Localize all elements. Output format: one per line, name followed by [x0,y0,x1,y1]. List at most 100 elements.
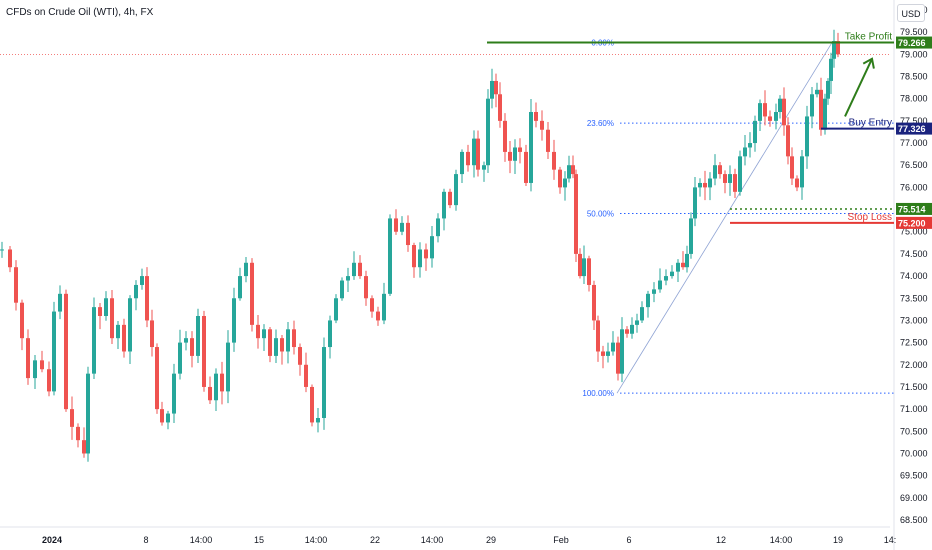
candle-body [571,165,575,175]
candle-body [611,342,615,352]
candle-body [810,94,814,117]
candle-body [616,342,620,374]
candle-body [155,347,159,410]
price-tag [896,122,932,135]
candle-body [625,329,629,334]
candle-body [552,151,556,170]
candle-body [166,413,170,423]
fib-anchor-line [616,42,833,394]
candle-body [98,307,102,316]
candle-body [689,218,693,254]
candle-body [196,316,200,356]
candle-body [286,329,290,352]
y-tick-label: 78.500 [900,72,928,82]
x-tick-label: 29 [486,535,496,545]
candle-body [208,386,212,401]
candle-body [592,284,596,321]
candle-body [436,218,440,237]
candle-body [14,267,18,303]
price-tag [896,216,932,229]
candle-body [376,311,380,321]
currency-button[interactable]: USD [897,4,925,22]
candle-body [693,187,697,219]
candle-body [394,218,398,232]
candle-body [178,342,182,374]
candle-body [786,125,790,157]
candle-body [635,320,639,325]
y-tick-label: 79.000 [900,49,928,59]
candle-body [382,293,386,321]
candle-body [370,298,374,312]
candle-body [316,418,320,423]
candle-body [494,80,498,95]
candle-body [546,129,550,152]
candle-body [33,360,37,379]
candle-body [400,222,404,232]
candle-body [214,373,218,401]
candle-body [0,249,4,251]
candle-body [140,276,144,285]
y-tick-label: 73.000 [900,315,928,325]
candle-body [823,98,827,130]
candle-body [448,191,452,206]
candle-body [601,351,605,356]
y-tick-label: 77.500 [900,116,928,126]
candle-body [718,165,722,175]
candle-body [815,89,819,95]
candle-body [328,320,332,348]
fib-level-label: 50.00% [587,210,614,219]
candle-body [8,249,12,268]
y-tick-label: 79.500 [900,27,928,37]
y-tick-label: 75.000 [900,227,928,237]
candle-body [172,373,176,414]
y-tick-label: 70.000 [900,448,928,458]
candle-body [322,347,326,418]
x-tick-label: 14:00 [190,535,213,545]
candle-body [442,191,446,219]
candle-body [298,347,302,365]
candle-body [454,174,458,206]
candle-body [743,147,747,157]
candle-body [508,151,512,161]
candle-body [472,138,476,166]
candle-body [518,147,522,152]
candle-body [76,426,80,441]
candle-body [40,360,44,370]
y-tick-label: 76.500 [900,160,928,170]
candle-body [778,98,782,112]
candle-body [578,253,582,277]
y-tick-label: 71.000 [900,404,928,414]
candle-body [486,98,490,166]
fib-level-label: 100.00% [582,389,614,398]
candle-body [292,329,296,348]
candle-body [47,369,51,392]
y-tick-label: 69.000 [900,493,928,503]
candle-body [498,94,502,121]
candle-body [524,151,528,183]
y-tick-label: 74.000 [900,271,928,281]
candle-body [116,324,120,339]
candle-body [758,103,762,121]
trade-level-label: Take Profit [845,32,892,43]
y-tick-label: 68.500 [900,515,928,525]
y-tick-label: 77.000 [900,138,928,148]
candle-body [58,293,62,312]
x-tick-label: 8 [143,535,148,545]
candle-body [728,174,732,183]
candle-body [829,58,833,81]
candle-body [540,120,544,130]
candle-body [795,178,799,188]
candle-body [476,138,480,170]
candle-body [70,409,74,427]
candle-body [280,338,284,352]
x-tick-label: 15 [254,535,264,545]
trade-level-label: Buy Entry [849,118,892,129]
candle-body [630,324,634,334]
candle-body [819,89,823,130]
x-tick-label: 12 [716,535,726,545]
candle-body [596,320,600,352]
candle-body [128,298,132,352]
candle-body [832,41,836,59]
y-tick-label: 72.500 [900,338,928,348]
